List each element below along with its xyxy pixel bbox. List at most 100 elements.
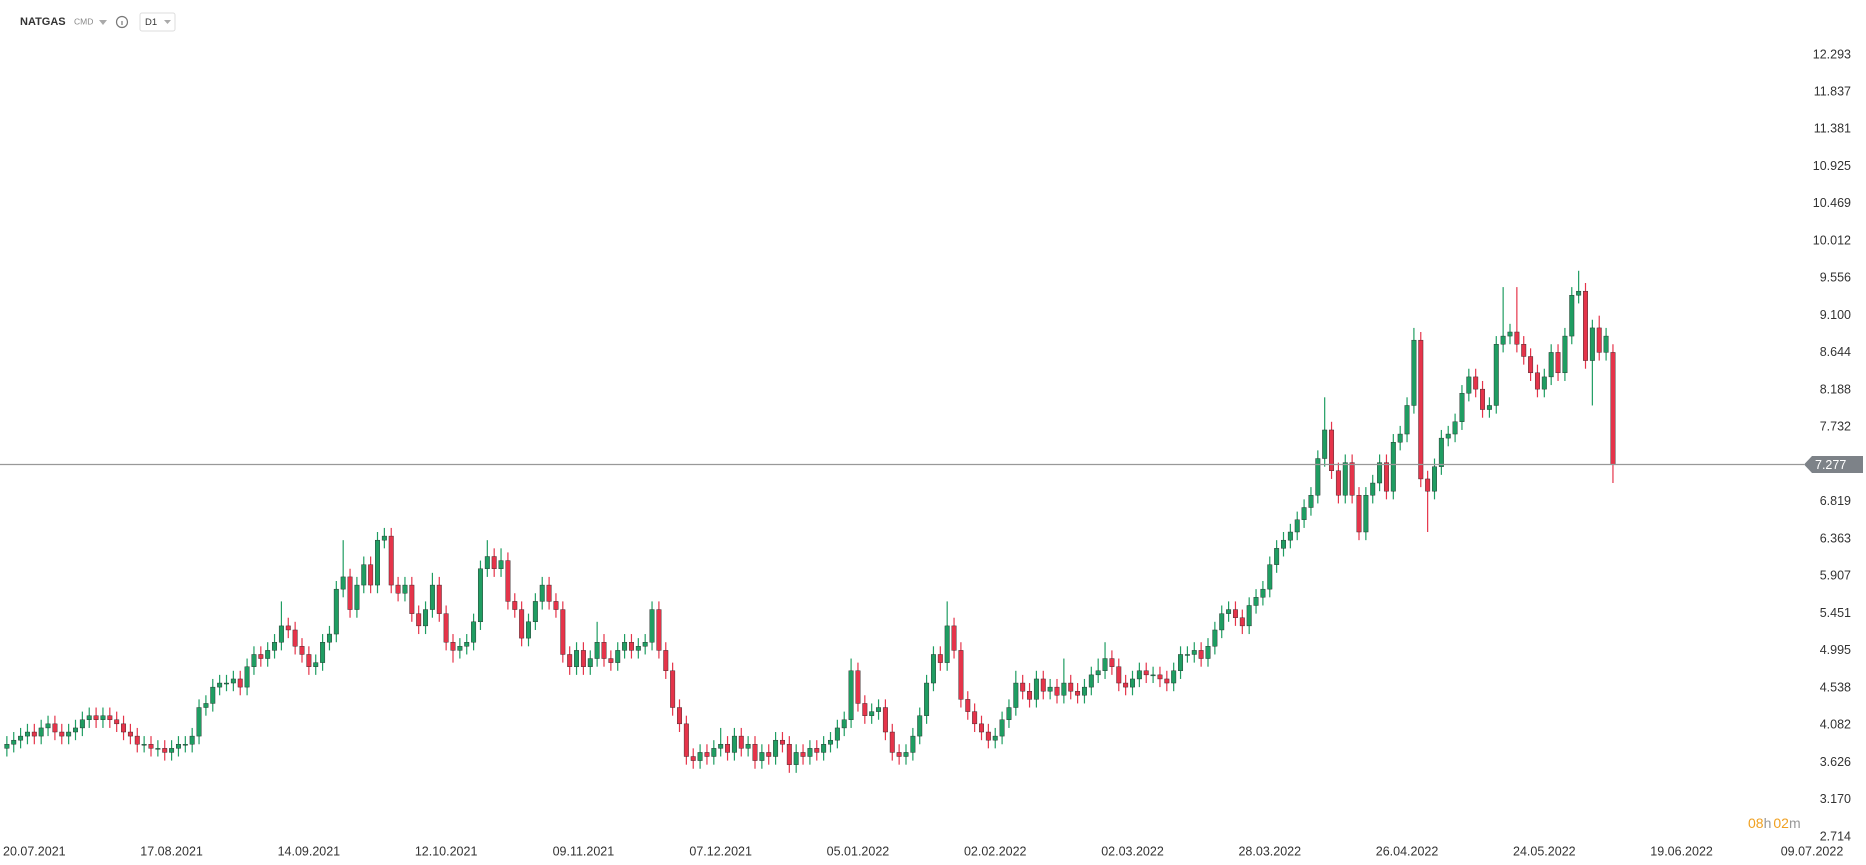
candle-body [567,654,573,667]
candle-body [1246,605,1252,627]
y-tick-label: 2.714 [1820,829,1851,843]
candle-body [1596,327,1602,353]
candle-body [1061,682,1067,696]
candle-body [477,568,483,623]
candle-body [924,682,930,716]
candle-body [663,650,669,671]
x-tick-label: 26.04.2022 [1376,844,1439,858]
candle-body [237,678,243,688]
candle-body [1267,564,1273,590]
info-icon[interactable] [115,15,129,29]
candle-body [601,642,607,659]
candle-body [1473,376,1479,390]
dropdown-arrow[interactable] [99,20,107,25]
candle-body [683,723,689,757]
y-tick-label: 11.837 [1814,85,1851,99]
candle-body [793,752,799,765]
x-tick-label: 02.03.2022 [1101,844,1164,858]
candle-body [1095,670,1101,676]
countdown-hours: 08 [1748,815,1764,831]
candle-body [1253,597,1259,606]
candle-body [1013,682,1019,708]
x-tick-label: 12.10.2021 [415,844,478,858]
candle-body [1363,495,1369,533]
candle-body [1191,650,1197,655]
candle-body [79,719,85,729]
y-tick-label: 10.925 [1813,159,1851,173]
candle-body [553,601,559,610]
candle-body [965,699,971,712]
candle-body [1521,344,1527,357]
candle-body [725,744,731,753]
candle-body [457,646,463,651]
candle-body [471,621,477,643]
candle-body [1116,666,1122,684]
x-tick-label: 14.09.2021 [278,844,341,858]
candle-body [141,744,147,746]
candle-body [59,731,65,737]
candle-body [979,723,984,733]
candle-body [628,642,634,651]
candle-body [1027,690,1033,700]
candle-body [258,654,264,659]
candle-body [1171,670,1177,684]
candle-body [985,731,991,741]
candle-body [759,752,765,761]
candle-body [272,642,278,651]
candle-body [38,727,44,737]
candle-body [786,744,792,765]
candle-body [1301,507,1307,520]
candle-body [169,748,175,753]
candle-body [4,744,10,749]
candle-body [752,744,758,761]
candle-body [196,707,202,737]
candle-body [100,715,106,720]
candle-body [1047,686,1053,692]
candle-body [841,719,847,729]
candle-body [1555,352,1561,374]
y-tick-label: 9.556 [1820,271,1851,285]
candle-body [1356,495,1362,533]
candle-body [1205,646,1211,659]
candle-body [882,707,888,733]
candle-body [1480,388,1486,410]
candle-body [155,748,161,750]
candle-body [910,735,916,753]
candle-body [1493,344,1499,406]
candle-body [876,707,882,712]
candle-body [127,731,133,737]
candle-body [677,707,682,725]
candle-body [519,609,525,639]
toolbar: NATGAS CMD D1 [20,12,176,32]
timeframe-box[interactable] [139,12,176,32]
candle-body [1109,658,1115,667]
candle-body [1528,356,1534,374]
candle-body [697,752,703,761]
candle-body [1150,674,1156,677]
candle-body [1143,670,1149,676]
candle-body [690,756,696,761]
candle-body [800,752,806,757]
candle-body [1370,482,1376,496]
y-tick-label: 5.907 [1820,569,1851,583]
candle-body [1123,682,1129,688]
candle-body [1226,609,1232,614]
timeframe-arrow [164,20,171,24]
candle-body [745,744,751,749]
candle-body [244,666,250,688]
symbol[interactable]: NATGAS [20,16,66,28]
candle-body [340,576,346,590]
candle-body [574,650,580,667]
candle-body [93,715,99,720]
x-tick-label: 02.02.2022 [964,844,1027,858]
candle-body [1569,295,1575,337]
candle-body [1294,519,1300,533]
y-tick-label: 9.100 [1820,308,1851,322]
y-tick-label: 6.819 [1820,494,1851,508]
candle-body [937,654,943,663]
candle-body [1287,531,1293,541]
candle-body [1068,682,1074,692]
candle-body [1466,376,1472,394]
candle-body [1239,617,1245,627]
candle-body [539,584,545,602]
